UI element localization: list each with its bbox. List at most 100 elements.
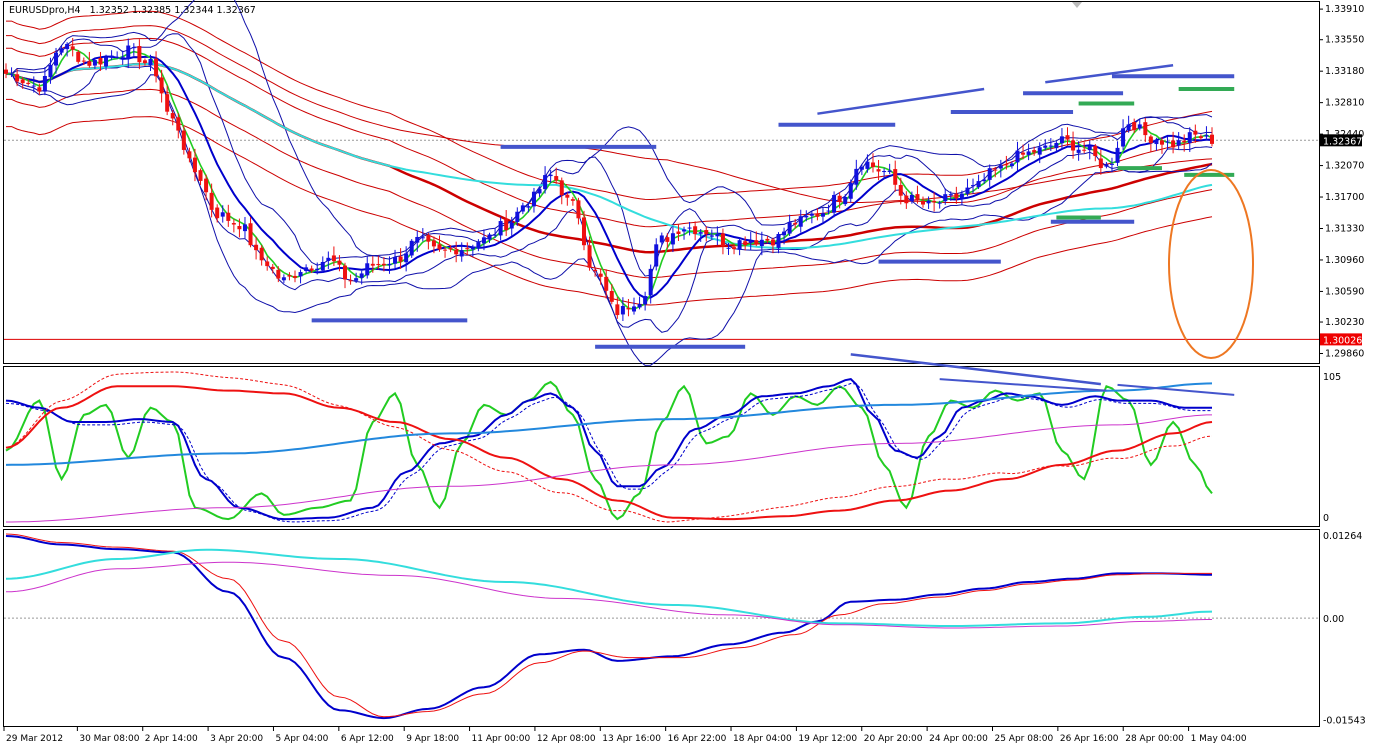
candle-body [298,272,303,277]
candle-body [876,169,881,172]
candle-body [220,212,225,217]
candle-body [137,46,142,63]
candle-body [265,261,270,267]
stoch-long-blue [5,382,1213,466]
candle-body [854,168,859,185]
y-tick-label: 1.30230 [1325,317,1364,328]
envelope-bands [5,10,1213,306]
candle-body [81,60,86,62]
candle-body [426,235,431,242]
stoch-long-magenta [6,414,1212,523]
stoch-slow-blue [5,378,1212,521]
candle-body [943,194,948,202]
candle-body [120,56,125,58]
candle-body [126,45,131,60]
candle-body [554,176,559,181]
y-tick-label: 1.33550 [1325,35,1364,46]
bollinger-lower [5,73,1213,366]
candle-body [420,237,425,239]
candle-body [626,308,631,310]
candle-body [159,77,164,94]
candle-body [104,57,109,67]
time-axis: 29 Mar 2012 30 Mar 08:00 2 Apr 14:00 3 Apr … [3,727,1247,744]
candle-body [315,268,320,271]
candle-body [20,79,25,84]
x-tick-label: 29 Mar 2012 [6,734,63,744]
candle-body [1032,150,1037,153]
envelope-outer-upper [6,25,1213,203]
candle-body [987,168,992,180]
candle-body [1126,124,1131,131]
envelope-line-0 [6,10,1213,201]
trend-line [850,353,1101,386]
candle-body [231,223,236,225]
candle-body [504,218,509,231]
red-price-tag-label: 1.30026 [1323,335,1362,346]
candle-body [493,234,498,236]
candle-body [915,194,920,201]
osc-cyan [5,548,1213,627]
candle-body [1148,136,1153,144]
candle-body [848,182,853,199]
bollinger-upper [6,0,1213,257]
candle-body [54,52,59,66]
envelope-line-1 [6,37,1213,228]
x-tick-label: 26 Apr 16:00 [1060,734,1119,744]
candle-body [309,268,314,271]
bollinger-bands [5,0,1213,366]
candle-body [959,193,964,199]
candle-body [31,85,36,87]
candle-body [343,265,348,280]
stochastic-lines [5,371,1235,523]
candle-body [1182,140,1187,143]
y-tick-label: 1.33910 [1325,4,1364,15]
candle-body [998,165,1003,169]
ohlc-values: 1.32352 1.32385 1.32344 1.32367 [90,5,256,16]
candle-body [348,280,353,282]
candle-body [693,226,698,235]
candle-body [526,206,531,208]
stoch-trend-line [1117,383,1235,396]
candle-body [615,304,620,316]
candle-body [1198,136,1203,139]
candle-body [954,193,959,199]
x-tick-label: 6 Apr 12:00 [341,734,394,744]
y-tick-label: 1.30960 [1325,255,1364,266]
oscillator-panel-frame [3,529,1320,727]
x-tick-label: 30 Mar 08:00 [79,734,139,744]
candle-body [1037,147,1042,155]
stoch-signal-red [5,371,1213,523]
scroll-marker-icon[interactable] [1072,2,1082,8]
candle-body [443,249,448,251]
candle-body [1093,145,1098,157]
x-tick-label: 13 Apr 16:00 [602,734,661,744]
candle-body [593,269,598,272]
trend-line [817,87,985,115]
stoch-tick-label: 105 [1323,372,1341,383]
candle-body [470,247,475,250]
candle-body [476,242,481,249]
candle-body [715,233,720,237]
candle-body [859,166,864,170]
candle-body [932,200,937,203]
candle-body [793,223,798,225]
candle-body [1109,163,1114,165]
candle-body [1059,136,1064,144]
candle-body [1165,141,1170,143]
candle-body [687,227,692,229]
candle-body [843,196,848,205]
candle-body [1193,130,1198,135]
candle-body [292,275,297,278]
x-tick-label: 2 Apr 14:00 [145,734,198,744]
candle-body [1043,145,1048,148]
stochastic-panel-frame [3,366,1320,527]
candle-body [698,232,703,234]
current-price-tag [1320,134,1362,147]
candle-body [1098,158,1103,169]
candle-body [248,223,253,246]
candle-body [870,162,875,168]
candlesticks [4,38,1214,322]
candle-body [109,55,114,58]
candle-body [1021,152,1026,155]
x-tick-label: 19 Apr 12:00 [798,734,857,744]
